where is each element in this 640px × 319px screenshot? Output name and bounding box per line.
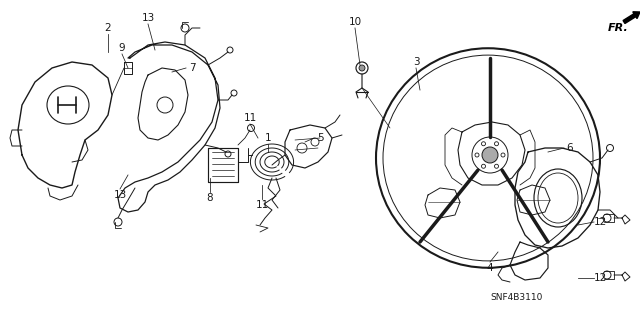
Text: 3: 3: [413, 57, 419, 67]
Text: 1: 1: [265, 133, 271, 143]
Text: FR.: FR.: [608, 23, 628, 33]
Text: 11: 11: [243, 113, 257, 123]
Circle shape: [482, 147, 498, 163]
Circle shape: [359, 65, 365, 71]
Text: 8: 8: [207, 193, 213, 203]
Text: 13: 13: [141, 13, 155, 23]
Text: SNF4B3110: SNF4B3110: [490, 293, 542, 302]
Text: 10: 10: [348, 17, 362, 27]
Text: 12: 12: [593, 273, 607, 283]
Text: 5: 5: [317, 133, 323, 143]
Text: 7: 7: [189, 63, 195, 73]
Text: 13: 13: [113, 190, 127, 200]
Text: 9: 9: [118, 43, 125, 53]
Text: 11: 11: [255, 200, 269, 210]
Text: 4: 4: [486, 263, 493, 273]
Text: 12: 12: [593, 217, 607, 227]
FancyArrow shape: [623, 12, 640, 24]
Text: 2: 2: [105, 23, 111, 33]
Text: 6: 6: [566, 143, 573, 153]
